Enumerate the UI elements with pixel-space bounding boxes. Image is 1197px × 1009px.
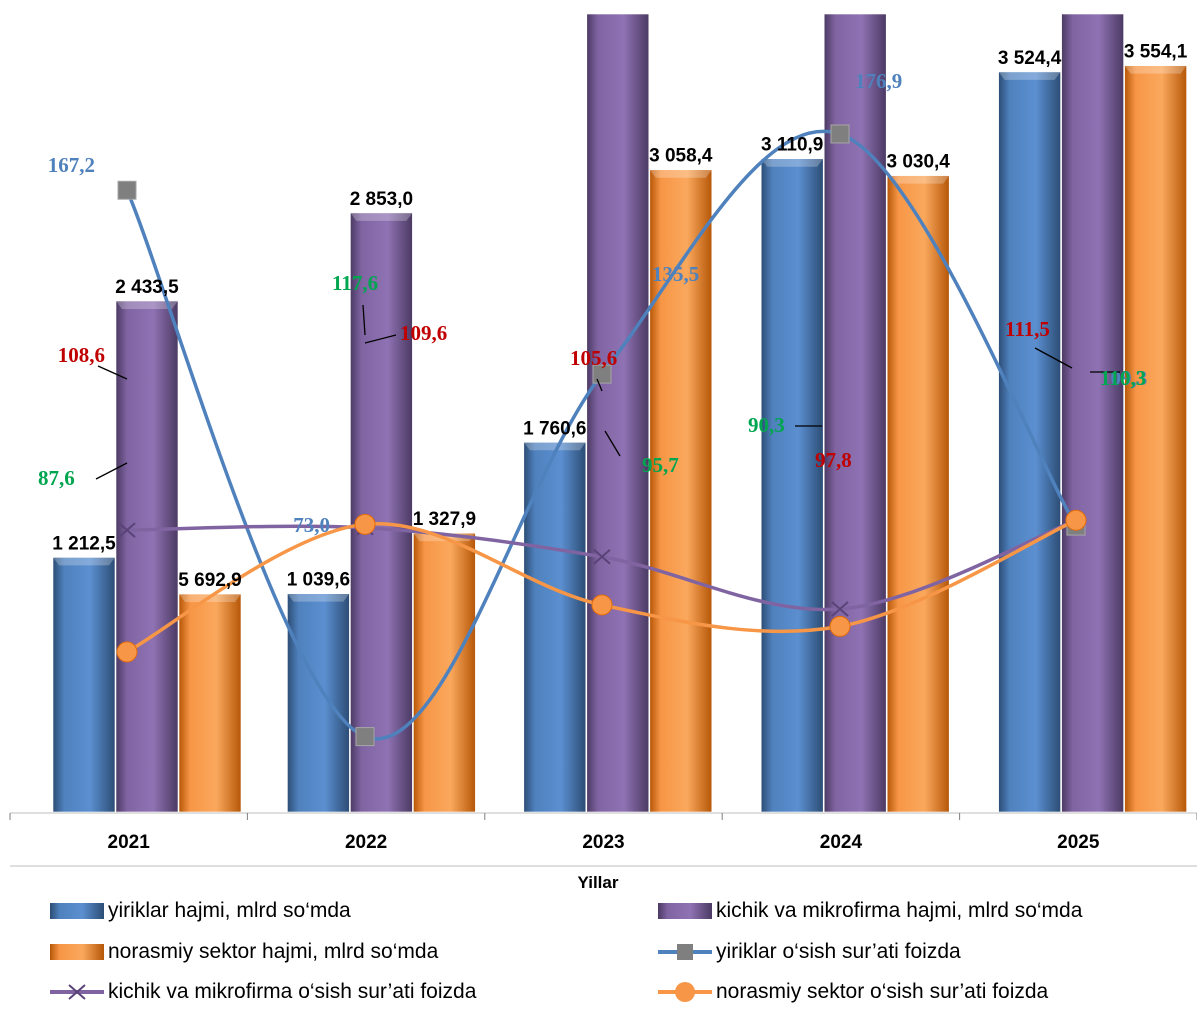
- legend-item-kichik-va-mikrofirma-o-sish-sur-ati-foizda: kichik va mikrofirma o‘sish sur’ati foiz…: [50, 980, 477, 1003]
- leader-line: [97, 365, 128, 380]
- leader-line: [364, 334, 397, 344]
- x-tick-label-2022: 2022: [345, 832, 387, 853]
- bar-bevel: [761, 158, 824, 167]
- bar-yiriklar-hajmi-mlrd-so-mda-2024: [760, 158, 824, 813]
- bar-value-label: 1 760,6: [523, 418, 586, 439]
- line-value-label: 111,5: [1005, 317, 1050, 341]
- leader-line: [604, 430, 621, 457]
- line-marker-circle: [591, 594, 613, 616]
- bar-value-label: 3 058,4: [649, 146, 713, 167]
- bar-yiriklar-hajmi-mlrd-so-mda-2025: [998, 71, 1061, 813]
- bar-value-label: 2 853,0: [350, 189, 413, 210]
- line-value-label: 110,3: [1100, 366, 1146, 390]
- legend-label: norasmiy sektor o‘sish sur’ati foizda: [716, 980, 1049, 1003]
- bar-norasmiy-sektor-hajmi-mlrd-so-mda-2024: [886, 175, 950, 813]
- line-value-label: 95,7: [642, 453, 679, 477]
- bar-value-label: 1 212,5: [52, 533, 116, 554]
- line-value-label: 97,8: [815, 448, 852, 472]
- line-marker-square: [830, 124, 850, 144]
- legend-item-norasmiy-sektor-o-sish-sur-ati-foizda: norasmiy sektor o‘sish sur’ati foizda: [658, 980, 1049, 1003]
- bar-value-label: 3 030,4: [886, 152, 950, 173]
- line-value-label: 73,0: [293, 513, 330, 537]
- x-axis-title: Yillar: [578, 873, 619, 892]
- legend-label: yiriklar hajmi, mlrd so‘mda: [108, 899, 351, 922]
- bar-bevel: [523, 442, 586, 451]
- legend-label: kichik va mikrofirma hajmi, mlrd so‘mda: [716, 899, 1083, 922]
- bar-yiriklar-hajmi-mlrd-so-mda-2021: [52, 557, 116, 813]
- x-tick-label-2024: 2024: [820, 832, 863, 853]
- line-marker-x: [118, 522, 136, 538]
- bar-norasmiy-sektor-hajmi-mlrd-so-mda-2023: [649, 169, 713, 813]
- bar-bevel: [887, 175, 950, 184]
- line-value-label: 135,5: [652, 262, 699, 286]
- bar-yiriklar-hajmi-mlrd-so-mda-2022: [287, 593, 350, 813]
- bar-kichik-va-mikrofirma-hajmi-mlrd-so-mda-2025: [1061, 13, 1124, 813]
- x-tick-label-2023: 2023: [582, 832, 624, 853]
- legend-marker-circle: [675, 982, 695, 1002]
- legend-item-yiriklar-hajmi-mlrd-so-mda: yiriklar hajmi, mlrd so‘mda: [50, 899, 351, 922]
- line-yiriklar-o-sish-sur-ati-foizda: [125, 129, 1078, 741]
- line-value-label: 109,3: [1100, 366, 1147, 390]
- bar-bevel: [116, 300, 178, 309]
- bar-value-label: 1 327,9: [413, 509, 476, 530]
- line-value-label: 90,3: [748, 413, 785, 437]
- legend-item-norasmiy-sektor-hajmi-mlrd-so-mda: norasmiy sektor hajmi, mlrd so‘mda: [50, 940, 439, 963]
- bar-bevel: [649, 169, 712, 178]
- line-marker-circle: [829, 615, 851, 637]
- bar-norasmiy-sektor-hajmi-mlrd-so-mda-2022: [413, 532, 476, 813]
- bar-value-label: 1 039,6: [287, 570, 350, 591]
- leader-line: [362, 304, 366, 336]
- legend-marker-square: [677, 944, 693, 960]
- line-value-label: 117,6: [332, 271, 378, 295]
- x-tick-label-2021: 2021: [108, 832, 151, 853]
- line-value-label: 167,2: [48, 153, 95, 177]
- legend-swatch: [50, 903, 104, 919]
- legend-item-yiriklar-o-sish-sur-ati-foizda: yiriklar o‘sish sur’ati foizda: [658, 940, 961, 963]
- legend-swatch: [50, 944, 104, 960]
- legend-item-kichik-va-mikrofirma-hajmi-mlrd-so-mda: kichik va mikrofirma hajmi, mlrd so‘mda: [658, 899, 1083, 922]
- bar-kichik-va-mikrofirma-hajmi-mlrd-so-mda-2023: [586, 13, 650, 813]
- leader-line: [596, 378, 603, 392]
- line-marker-square: [355, 727, 375, 747]
- bar-value-label: 3 524,4: [998, 48, 1062, 69]
- line-marker-circle: [116, 641, 138, 663]
- line-marker-x: [831, 601, 849, 617]
- line-value-label: 108,6: [58, 343, 105, 367]
- line-value-label: 105,6: [570, 346, 617, 370]
- line-marker-circle: [1065, 509, 1087, 531]
- leader-line: [95, 462, 128, 480]
- bar-kichik-va-mikrofirma-hajmi-mlrd-so-mda-2021: [115, 300, 179, 813]
- line-marker-square: [592, 364, 612, 384]
- bar-kichik-va-mikrofirma-hajmi-mlrd-so-mda-2024: [823, 13, 887, 813]
- line-marker-x: [593, 549, 611, 565]
- leader-line: [1034, 347, 1073, 369]
- bar-bevel: [53, 557, 115, 566]
- line-value-label: 109,6: [400, 321, 447, 345]
- bar-bevel: [1124, 65, 1187, 74]
- line-marker-circle: [354, 513, 376, 535]
- bar-bevel: [998, 71, 1061, 80]
- legend-label: norasmiy sektor hajmi, mlrd so‘mda: [108, 940, 439, 963]
- bar-value-label: 5 692,9: [178, 570, 241, 591]
- bar-value-label: 3 554,1: [1124, 42, 1188, 63]
- line-value-label: 176,9: [855, 69, 902, 93]
- x-tick-label-2025: 2025: [1057, 832, 1100, 853]
- bar-value-label: 2 433,5: [115, 277, 179, 298]
- legend-label: yiriklar o‘sish sur’ati foizda: [716, 940, 961, 963]
- bar-bevel: [287, 593, 350, 602]
- bar-value-label: 3 110,9: [761, 135, 823, 156]
- legend-swatch: [658, 903, 712, 919]
- bar-kichik-va-mikrofirma-hajmi-mlrd-so-mda-2022: [350, 212, 413, 813]
- line-marker-square: [117, 180, 137, 200]
- legend-marker-x: [68, 984, 86, 1000]
- bar-norasmiy-sektor-hajmi-mlrd-so-mda-2025: [1124, 65, 1187, 813]
- bar-yiriklar-hajmi-mlrd-so-mda-2023: [523, 441, 587, 813]
- line-value-label: 87,6: [38, 466, 75, 490]
- bar-norasmiy-sektor-hajmi-mlrd-so-mda-2021: [178, 593, 242, 813]
- legend-label: kichik va mikrofirma o‘sish sur’ati foiz…: [108, 980, 477, 1003]
- bar-bevel: [350, 212, 413, 221]
